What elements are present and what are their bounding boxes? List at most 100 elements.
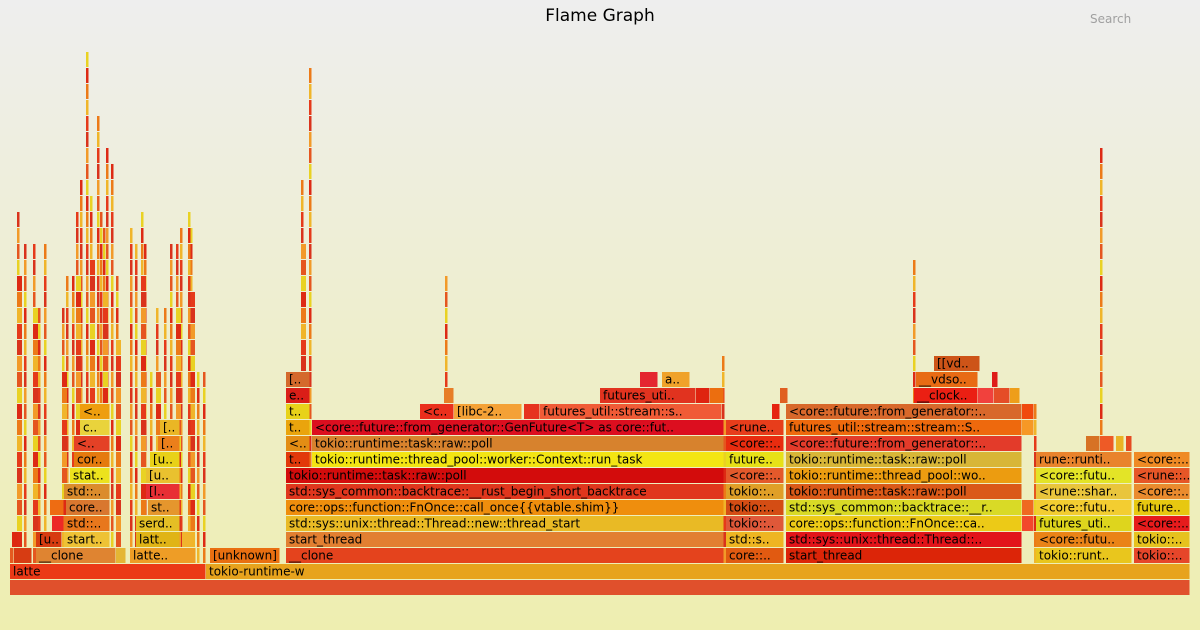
frame-bar[interactable] bbox=[722, 468, 727, 483]
frame-bar[interactable] bbox=[97, 196, 100, 211]
frame-bar[interactable] bbox=[540, 404, 722, 419]
frame-bar[interactable] bbox=[24, 516, 27, 531]
frame-bar[interactable] bbox=[97, 356, 100, 371]
frame[interactable]: tokio::runt.. bbox=[1036, 548, 1132, 563]
frame[interactable] bbox=[1022, 404, 1034, 419]
frame-bar[interactable] bbox=[206, 564, 1190, 579]
frame-bar[interactable] bbox=[1100, 228, 1103, 243]
frame-bar[interactable] bbox=[1100, 340, 1103, 355]
frame-bar[interactable] bbox=[86, 116, 89, 131]
frame-bar[interactable] bbox=[103, 260, 106, 275]
frame-bar[interactable] bbox=[135, 244, 138, 259]
frame-bar[interactable] bbox=[1134, 516, 1190, 531]
frame-bar[interactable] bbox=[44, 260, 47, 275]
frame[interactable]: cor.. bbox=[74, 452, 110, 467]
frame-bar[interactable] bbox=[116, 340, 121, 355]
frame-bar[interactable] bbox=[33, 548, 38, 563]
frame-bar[interactable] bbox=[309, 404, 312, 419]
frame-bar[interactable] bbox=[86, 276, 89, 291]
frame[interactable] bbox=[1116, 436, 1124, 451]
frame-bar[interactable] bbox=[309, 212, 312, 227]
frame-bar[interactable] bbox=[190, 388, 195, 403]
frame-bar[interactable] bbox=[1036, 468, 1132, 483]
frame-bar[interactable] bbox=[913, 276, 916, 291]
frame-bar[interactable] bbox=[136, 516, 180, 531]
frame-bar[interactable] bbox=[100, 388, 103, 403]
frame-bar[interactable] bbox=[33, 324, 38, 339]
frame-bar[interactable] bbox=[170, 340, 173, 355]
frame[interactable] bbox=[12, 532, 18, 547]
frame-bar[interactable] bbox=[444, 388, 454, 403]
frame-bar[interactable] bbox=[17, 436, 22, 451]
frame-bar[interactable] bbox=[17, 228, 20, 243]
frame[interactable] bbox=[10, 548, 14, 563]
frame-bar[interactable] bbox=[64, 516, 110, 531]
frame-bar[interactable] bbox=[72, 436, 75, 451]
frame-bar[interactable] bbox=[309, 276, 312, 291]
frame-bar[interactable] bbox=[180, 340, 183, 355]
frame-bar[interactable] bbox=[197, 436, 200, 451]
frame-bar[interactable] bbox=[97, 244, 100, 259]
frame-bar[interactable] bbox=[197, 548, 200, 563]
frame-bar[interactable] bbox=[80, 244, 83, 259]
frame-bar[interactable] bbox=[72, 276, 75, 291]
frame-bar[interactable] bbox=[135, 372, 138, 387]
frame[interactable]: std::s.. bbox=[726, 532, 784, 547]
frame-bar[interactable] bbox=[76, 388, 81, 403]
frame-bar[interactable] bbox=[190, 228, 193, 243]
frame[interactable]: <core::future::from_generator::.. bbox=[786, 436, 1022, 451]
frame-bar[interactable] bbox=[180, 516, 183, 531]
frame-bar[interactable] bbox=[156, 372, 161, 387]
frame-bar[interactable] bbox=[188, 276, 191, 291]
frame-bar[interactable] bbox=[106, 276, 109, 291]
frame[interactable]: tokio::runtime::thread_pool::wo.. bbox=[786, 468, 1022, 483]
frame-bar[interactable] bbox=[203, 452, 206, 467]
frame-bar[interactable] bbox=[312, 452, 724, 467]
frame-bar[interactable] bbox=[445, 372, 448, 387]
frame-bar[interactable] bbox=[150, 388, 153, 403]
frame-bar[interactable] bbox=[309, 388, 312, 403]
frame-bar[interactable] bbox=[100, 212, 103, 227]
frame-bar[interactable] bbox=[1036, 484, 1132, 499]
frame[interactable]: [u.. bbox=[36, 532, 62, 547]
frame-bar[interactable] bbox=[420, 404, 454, 419]
frame-bar[interactable] bbox=[111, 484, 114, 499]
frame-bar[interactable] bbox=[80, 388, 83, 403]
frame-bar[interactable] bbox=[72, 340, 75, 355]
frame[interactable]: c.. bbox=[80, 420, 110, 435]
frame-bar[interactable] bbox=[286, 404, 310, 419]
frame-bar[interactable] bbox=[62, 404, 67, 419]
frame-bar[interactable] bbox=[197, 388, 200, 403]
frame-bar[interactable] bbox=[188, 516, 191, 531]
frame[interactable]: stat.. bbox=[70, 468, 110, 483]
frame-bar[interactable] bbox=[62, 436, 67, 451]
frame-bar[interactable] bbox=[1100, 196, 1103, 211]
frame-bar[interactable] bbox=[103, 372, 108, 387]
frame[interactable]: <.. bbox=[80, 404, 110, 419]
frame-bar[interactable] bbox=[190, 484, 195, 499]
frame-bar[interactable] bbox=[180, 276, 183, 291]
frame-bar[interactable] bbox=[176, 260, 179, 275]
frame-bar[interactable] bbox=[130, 452, 133, 467]
frame[interactable] bbox=[1100, 436, 1114, 451]
frame[interactable]: [.. bbox=[158, 436, 180, 451]
frame[interactable]: tokio::.. bbox=[726, 500, 784, 515]
frame-bar[interactable] bbox=[100, 228, 103, 243]
frame-bar[interactable] bbox=[66, 404, 69, 419]
frame-bar[interactable] bbox=[190, 452, 195, 467]
frame-bar[interactable] bbox=[17, 452, 22, 467]
frame-bar[interactable] bbox=[309, 452, 312, 467]
frame-bar[interactable] bbox=[97, 324, 100, 339]
frame-bar[interactable] bbox=[141, 500, 146, 515]
frame-bar[interactable] bbox=[106, 260, 109, 275]
frame-bar[interactable] bbox=[72, 356, 75, 371]
frame-bar[interactable] bbox=[203, 404, 206, 419]
frame-bar[interactable] bbox=[62, 308, 65, 323]
frame-bar[interactable] bbox=[301, 228, 304, 243]
frame[interactable]: [[vd.. bbox=[934, 356, 980, 371]
frame-bar[interactable] bbox=[90, 356, 95, 371]
frame[interactable]: <rune::shar.. bbox=[1036, 484, 1132, 499]
frame-bar[interactable] bbox=[24, 532, 27, 547]
frame-bar[interactable] bbox=[86, 324, 89, 339]
frame[interactable] bbox=[1022, 420, 1034, 435]
